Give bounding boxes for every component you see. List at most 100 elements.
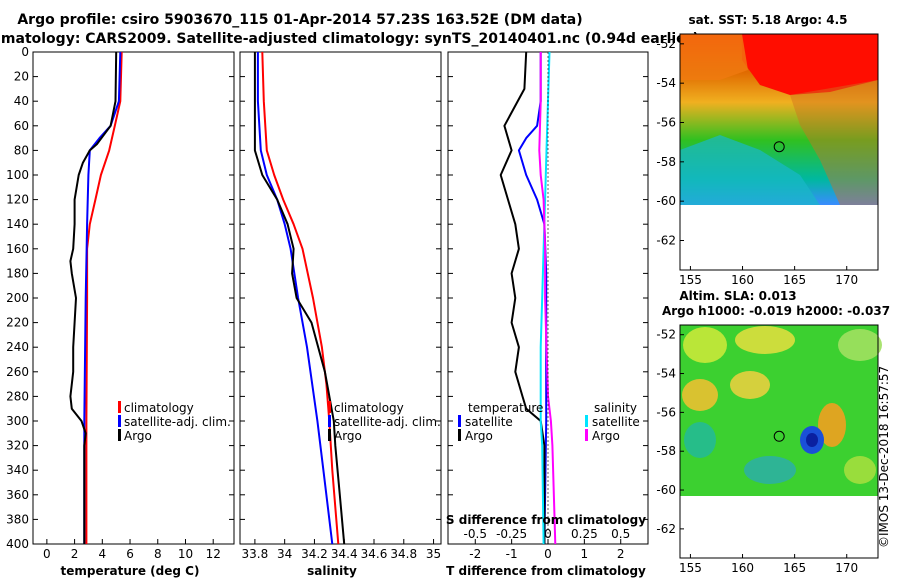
depth-tick-label: 320 bbox=[6, 439, 29, 453]
depth-tick-label: 140 bbox=[6, 217, 29, 231]
sla-blob bbox=[744, 456, 796, 484]
series-line-satellite-adj-clim- bbox=[83, 52, 122, 544]
legend-label: Argo bbox=[334, 429, 362, 443]
depth-tick-label: 80 bbox=[14, 143, 29, 157]
legend-swatch-argo bbox=[328, 429, 331, 441]
salinity-tick-label: 34.6 bbox=[361, 547, 388, 561]
temperature-curves bbox=[69, 52, 123, 544]
legend-swatch-s-argo bbox=[585, 429, 588, 441]
sla-blob bbox=[682, 379, 718, 411]
temperature-tick-label: 12 bbox=[206, 547, 221, 561]
depth-tick-label: 280 bbox=[6, 389, 29, 403]
map-lon-label: 165 bbox=[783, 273, 806, 287]
temperature-tick-label: 8 bbox=[154, 547, 162, 561]
s-difference-tick-label: -0.5 bbox=[464, 527, 487, 541]
map-lat-label: -62 bbox=[656, 234, 676, 248]
salinity-legend: climatology satellite-adj. clim. Argo bbox=[328, 401, 441, 443]
s-difference-tick-label: 0.5 bbox=[611, 527, 630, 541]
t-difference-xlabel: T difference from climatology bbox=[446, 564, 646, 578]
series-line-satellite-adj-clim- bbox=[256, 52, 334, 544]
series-line-argo-temperature bbox=[499, 52, 546, 544]
t-difference-tick-label: 0 bbox=[544, 547, 552, 561]
depth-tick-label: 240 bbox=[6, 340, 29, 354]
difference-curves bbox=[499, 52, 557, 544]
temperature-panel bbox=[32, 51, 235, 545]
map-lon-label: 160 bbox=[731, 561, 754, 575]
depth-tick-label: 220 bbox=[6, 316, 29, 330]
legend-label: climatology bbox=[124, 401, 194, 415]
depth-tick-label: 340 bbox=[6, 463, 29, 477]
series-line-climatology bbox=[85, 52, 123, 544]
legend-swatch-climatology bbox=[328, 401, 331, 413]
legend-swatch-s-satellite bbox=[585, 415, 588, 427]
salinity-tick-label: 33.8 bbox=[242, 547, 269, 561]
depth-tick-label: 260 bbox=[6, 365, 29, 379]
map-lon-label: 155 bbox=[679, 273, 702, 287]
legend-swatch-argo bbox=[118, 429, 121, 441]
legend-label: satellite-adj. clim. bbox=[334, 415, 441, 429]
legend-label: satellite bbox=[592, 415, 640, 429]
series-line-argo bbox=[253, 52, 346, 544]
sla-blob bbox=[818, 403, 846, 447]
salinity-x-axis: 33.8 34 34.2 34.4 34.6 34.8 35 bbox=[242, 539, 441, 561]
salinity-tick-label: 34.4 bbox=[331, 547, 358, 561]
sst-orange-region bbox=[680, 34, 748, 80]
map-lat-label: -52 bbox=[656, 328, 676, 342]
t-difference-tick-label: 1 bbox=[581, 547, 589, 561]
legend-header-temperature: temperature bbox=[468, 401, 543, 415]
map-lat-label: -56 bbox=[656, 405, 676, 419]
sla-blob bbox=[735, 326, 795, 354]
depth-tick-label: 160 bbox=[6, 242, 29, 256]
sst-warm-region bbox=[742, 34, 878, 95]
legend-swatch-t-argo bbox=[458, 429, 461, 441]
map-lat-label: -54 bbox=[656, 367, 676, 381]
map-lat-label: -54 bbox=[656, 76, 676, 90]
legend-swatch-satellite bbox=[118, 415, 121, 427]
sla-map-title: Altim. SLA: 0.013 bbox=[679, 289, 796, 303]
salinity-panel bbox=[239, 51, 442, 545]
salinity-xlabel: salinity bbox=[307, 564, 357, 578]
depth-tick-label: 180 bbox=[6, 266, 29, 280]
map-lat-label: -60 bbox=[656, 194, 676, 208]
series-line-satellite-salinity bbox=[539, 52, 551, 544]
temperature-tick-label: 2 bbox=[71, 547, 79, 561]
legend-header-salinity: salinity bbox=[594, 401, 637, 415]
t-difference-tick-label: 2 bbox=[617, 547, 625, 561]
salinity-tick-label: 34 bbox=[277, 547, 292, 561]
temperature-tick-label: 4 bbox=[98, 547, 106, 561]
sla-blob bbox=[730, 371, 770, 399]
temperature-tick-label: 6 bbox=[126, 547, 134, 561]
legend-swatch-t-satellite bbox=[458, 415, 461, 427]
sla-map-subtitle: Argo h1000: -0.019 h2000: -0.037 bbox=[662, 304, 890, 318]
map-lat-label: -62 bbox=[656, 522, 676, 536]
sla-blob bbox=[838, 329, 882, 361]
sst-cool-region bbox=[680, 135, 820, 205]
legend-label: climatology bbox=[334, 401, 404, 415]
sst-mid-region bbox=[790, 80, 878, 205]
sst-map-frame bbox=[679, 33, 879, 271]
salinity-tick-label: 34.8 bbox=[390, 547, 417, 561]
sla-blob bbox=[844, 456, 876, 484]
legend-label: satellite-adj. clim. bbox=[124, 415, 231, 429]
depth-tick-label: 380 bbox=[6, 512, 29, 526]
temperature-legend: climatology satellite-adj. clim. Argo bbox=[118, 401, 231, 443]
sla-blob bbox=[806, 433, 818, 447]
temperature-x-axis: 0 2 4 6 8 10 12 bbox=[43, 539, 221, 561]
depth-axis: 0 20 40 60 80 100 120 140 160 180 200 220 240 260 280 3… bbox=[6, 45, 648, 551]
s-difference-tick-label: -0.25 bbox=[496, 527, 527, 541]
sla-blob bbox=[684, 422, 716, 458]
sst-argo-marker bbox=[773, 141, 785, 153]
depth-tick-label: 360 bbox=[6, 488, 29, 502]
legend-swatch-satellite bbox=[328, 415, 331, 427]
depth-tick-label: 40 bbox=[14, 94, 29, 108]
depth-tick-label: 0 bbox=[21, 45, 29, 59]
map-lat-label: -52 bbox=[656, 37, 676, 51]
sst-map-axes: 155 160 165 170 -52 -54 -56 -58 -60 -62 bbox=[656, 37, 858, 287]
map-lon-label: 165 bbox=[783, 561, 806, 575]
map-lon-label: 170 bbox=[835, 561, 858, 575]
temperature-xlabel: temperature (deg C) bbox=[61, 564, 200, 578]
figure-title-line1: Argo profile: csiro 5903670_115 01-Apr-2… bbox=[17, 12, 582, 28]
map-lon-label: 155 bbox=[679, 561, 702, 575]
legend-label: Argo bbox=[592, 429, 620, 443]
map-lat-label: -58 bbox=[656, 155, 676, 169]
